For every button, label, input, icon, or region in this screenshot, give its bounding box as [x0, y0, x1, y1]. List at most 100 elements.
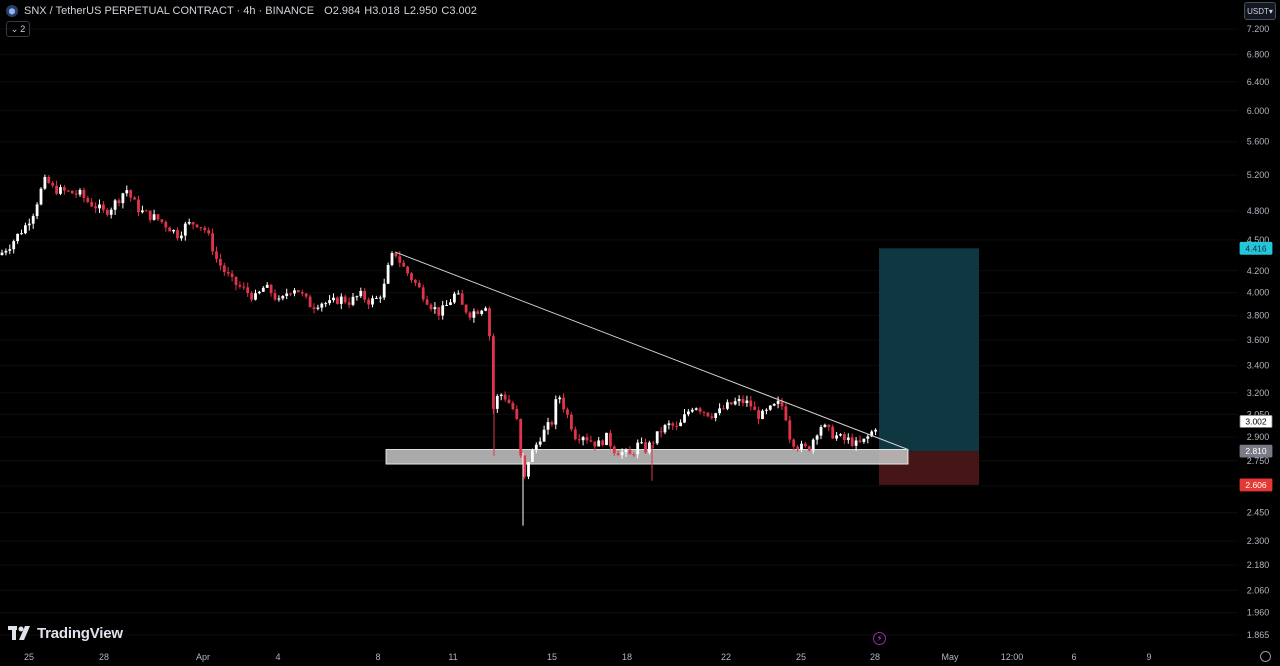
candle-body — [382, 283, 386, 298]
candle-body — [55, 185, 58, 194]
candle-body — [125, 190, 129, 194]
candle-body — [421, 287, 425, 300]
time-tick-label: 28 — [99, 652, 109, 662]
candle-body — [737, 398, 741, 402]
candle-body — [788, 420, 792, 440]
candle-body — [31, 216, 35, 224]
candle-body — [429, 304, 433, 310]
candle-body — [761, 410, 764, 419]
candle-body — [98, 204, 101, 209]
candle-body — [207, 230, 211, 234]
candle-body — [648, 442, 651, 453]
candle-body — [336, 297, 339, 304]
candle-body — [659, 431, 663, 433]
candle-body — [511, 403, 515, 410]
candle-body — [562, 397, 565, 410]
candle-body — [445, 304, 448, 306]
price-tick-label: 2.450 — [1247, 508, 1270, 518]
candle-body — [558, 397, 562, 400]
time-tick-label: 12:00 — [1001, 652, 1024, 662]
candle-body — [628, 449, 632, 455]
price-tick-label: 1.865 — [1247, 630, 1270, 640]
candle-body — [640, 442, 643, 444]
price-tick-label: 4.000 — [1247, 288, 1270, 298]
candle-body — [554, 399, 558, 425]
candle-body — [82, 189, 86, 198]
chart-header: ⬢ SNX / TetherUS PERPETUAL CONTRACT · 4h… — [6, 3, 477, 19]
candle-body — [745, 400, 749, 404]
candle-body — [570, 414, 573, 430]
candle-body — [242, 286, 246, 288]
gear-icon[interactable] — [1260, 651, 1271, 662]
price-tick-label: 3.050 — [1247, 409, 1270, 419]
candle-body — [531, 450, 534, 462]
candle-body — [261, 287, 265, 292]
tradingview-logo: TradingView — [8, 624, 123, 642]
time-tick-label: 25 — [24, 652, 34, 662]
candle-body — [503, 394, 507, 400]
candle-body — [332, 297, 335, 301]
indicators-toggle-button[interactable]: ⌄ 2 — [6, 21, 30, 37]
price-tick-label: 3.800 — [1247, 311, 1270, 321]
candle-body — [39, 188, 43, 205]
candle-body — [258, 291, 261, 294]
price-tick-label: 2.060 — [1247, 585, 1270, 595]
candle-body — [846, 437, 850, 440]
candle-body — [148, 210, 152, 220]
descending-trendline — [394, 251, 909, 450]
entry-price-tag-bg — [1239, 444, 1273, 458]
candle-body — [702, 411, 706, 413]
candle-body — [425, 299, 429, 305]
price-tick-label: 5.200 — [1247, 170, 1270, 180]
candle-body — [273, 293, 277, 300]
drawing-zones — [385, 248, 979, 485]
tradingview-wordmark: TradingView — [37, 624, 123, 642]
candle-body — [726, 402, 729, 409]
candle-body — [339, 296, 343, 304]
candle-body — [86, 197, 90, 202]
chevron-down-icon: ▾ — [1268, 6, 1273, 16]
candle-body — [351, 296, 355, 305]
stop-price-tag: 2.606 — [1245, 480, 1267, 490]
candle-body — [757, 410, 760, 419]
candle-body — [437, 307, 441, 316]
currency-selector[interactable]: USDT ▾ — [1244, 2, 1276, 20]
candle-body — [811, 439, 815, 451]
candle-body — [468, 312, 472, 318]
candle-body — [363, 290, 367, 300]
candle-body — [476, 311, 480, 314]
lightning-icon[interactable]: ⚡ — [873, 632, 886, 645]
candle-body — [226, 272, 230, 274]
candle-body — [66, 190, 70, 192]
tradingview-logo-icon — [8, 626, 30, 640]
symbol-title[interactable]: SNX / TetherUS PERPETUAL CONTRACT · 4h ·… — [24, 5, 315, 17]
candle-body — [632, 454, 636, 456]
high-value: H3.018 — [364, 5, 400, 17]
candle-body — [780, 400, 784, 407]
candle-body — [355, 296, 359, 298]
candle-body — [250, 293, 253, 300]
candle-body — [211, 233, 214, 252]
candle-body — [675, 425, 679, 427]
candle-body — [585, 437, 589, 441]
candle-body — [414, 280, 417, 283]
candle-body — [453, 293, 456, 303]
candle-body — [320, 303, 324, 308]
candle-body — [281, 295, 285, 299]
candle-body — [850, 437, 854, 446]
time-tick-label: 11 — [448, 652, 457, 662]
price-tick-label: 2.180 — [1247, 560, 1270, 570]
price-tick-label: 2.900 — [1247, 432, 1270, 442]
candle-body — [718, 408, 721, 414]
candle-body — [191, 222, 195, 225]
time-tick-label: May — [941, 652, 959, 662]
candle-body — [589, 440, 593, 442]
candle-body — [542, 429, 546, 442]
time-tick-label: 15 — [547, 652, 557, 662]
current-price-tag-bg — [1239, 415, 1273, 428]
candle-body — [12, 241, 16, 250]
candle-body — [488, 308, 491, 337]
candle-body — [219, 258, 222, 266]
candle-body — [308, 296, 312, 308]
